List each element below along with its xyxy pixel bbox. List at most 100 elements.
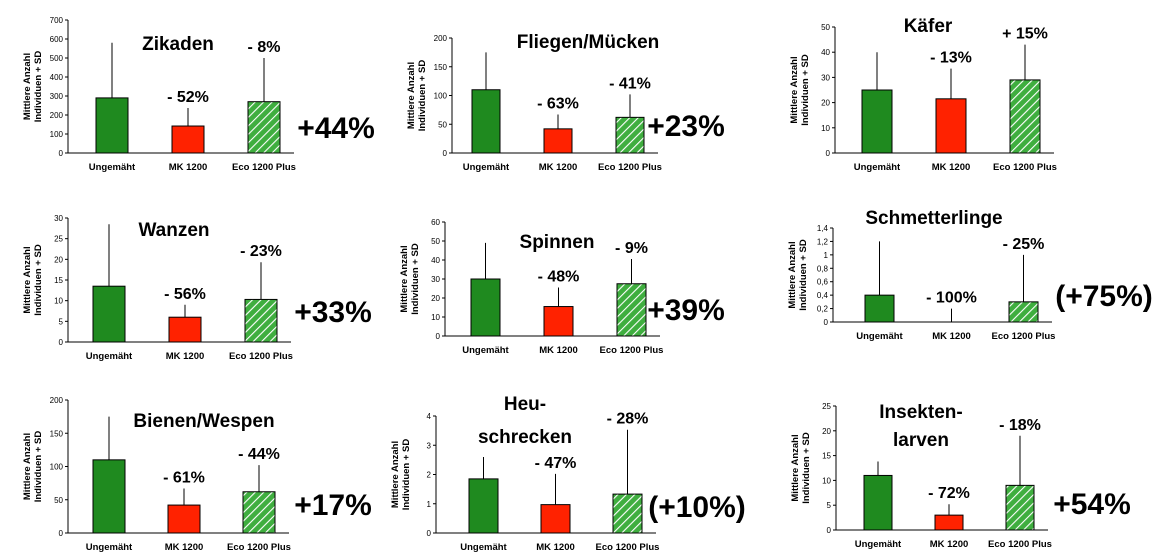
y-tick-label: 200 <box>50 111 64 120</box>
y-tick-label: 0 <box>826 149 831 158</box>
y-tick-label: 5 <box>59 317 64 326</box>
y-tick-label: 15 <box>54 276 63 285</box>
y-tick-label: 2 <box>427 471 432 480</box>
x-tick-label: Ungemäht <box>855 539 902 550</box>
y-tick-label: 40 <box>821 48 830 57</box>
y-tick-label: 20 <box>822 427 831 436</box>
x-tick-label: Eco 1200 Plus <box>596 542 660 552</box>
y-tick-label: 700 <box>50 16 64 25</box>
chart-panel: 0 0,2 0,4 0,6 0,8 1 1,2 1,4 Mittlere Anzahl Indiv… <box>787 208 1153 342</box>
y-tick-label: 1,4 <box>817 224 829 233</box>
x-tick-label: MK 1200 <box>932 331 971 342</box>
bar-mk-1200 <box>540 504 571 534</box>
x-tick-label: Eco 1200 Plus <box>227 542 291 552</box>
y-axis-label: Individuen + SD <box>417 60 428 132</box>
y-axis-label: Mittlere Anzahl <box>22 433 33 500</box>
x-tick-label: Eco 1200 Plus <box>598 162 662 173</box>
y-axis-label: Individuen + SD <box>33 431 44 503</box>
y-tick-label: 0 <box>436 332 441 341</box>
bar-ungemaeht <box>470 278 501 337</box>
y-axis-label: Individuen + SD <box>33 244 44 316</box>
chart-panel: 0 5 10 15 20 25 30 Mittlere Anzahl Individuen + … <box>22 214 372 362</box>
summary-change: +39% <box>647 294 725 327</box>
bar-eco-1200-plus <box>244 298 278 343</box>
y-tick-label: 25 <box>822 402 831 411</box>
chart-panel: 0 5 10 15 20 25 Mittlere Anzahl Individuen + SD… <box>790 402 1131 550</box>
change-label: - 23% <box>240 243 282 260</box>
chart-title: larven <box>893 430 949 451</box>
y-tick-label: 10 <box>431 313 440 322</box>
chart-title: schrecken <box>478 427 572 448</box>
chart-title: Schmetterlinge <box>865 208 1002 229</box>
y-tick-label: 15 <box>822 452 831 461</box>
y-tick-label: 30 <box>821 73 830 82</box>
y-axis-label: Mittlere Anzahl <box>22 53 33 120</box>
bar-mk-1200 <box>543 306 574 337</box>
y-tick-label: 50 <box>431 237 440 246</box>
change-label: - 100% <box>926 290 977 307</box>
change-label: - 48% <box>538 269 580 286</box>
y-axis-label: Individuen + SD <box>801 432 812 504</box>
y-tick-label: 100 <box>434 92 448 101</box>
y-tick-label: 150 <box>434 63 448 72</box>
y-axis-label: Mittlere Anzahl <box>787 241 798 308</box>
y-axis-label: Mittlere Anzahl <box>790 434 801 501</box>
summary-change: (+75%) <box>1055 280 1153 313</box>
bar-ungemaeht <box>92 285 126 343</box>
x-tick-label: Ungemäht <box>86 351 133 362</box>
x-tick-label: MK 1200 <box>539 162 578 173</box>
x-tick-label: MK 1200 <box>165 542 204 552</box>
bar-ungemaeht <box>468 478 499 534</box>
chart-title: Käfer <box>904 16 953 37</box>
y-tick-label: 600 <box>50 35 64 44</box>
chart-title: Bienen/Wespen <box>133 411 274 432</box>
bar-eco-1200-plus <box>247 101 281 154</box>
bar-ungemaeht <box>95 97 129 154</box>
bar-ungemaeht <box>863 474 893 531</box>
bar-mk-1200 <box>543 128 573 154</box>
x-tick-label: Eco 1200 Plus <box>992 331 1056 342</box>
chart-panel: 0 10 20 30 40 50 Mittlere Anzahl Individuen + S… <box>789 16 1057 173</box>
chart-title: Heu- <box>504 394 546 415</box>
y-tick-label: 0 <box>427 529 432 538</box>
y-axis-label: Mittlere Anzahl <box>399 245 410 312</box>
y-tick-label: 1 <box>427 500 432 509</box>
bar-eco-1200-plus <box>612 493 643 534</box>
change-label: - 56% <box>164 286 206 303</box>
y-axis-label: Mittlere Anzahl <box>390 441 401 508</box>
y-tick-label: 0,8 <box>817 264 829 273</box>
y-tick-label: 10 <box>54 297 63 306</box>
y-tick-label: 10 <box>822 476 831 485</box>
chart-title: Spinnen <box>520 232 595 253</box>
chart-title: Insekten- <box>879 402 962 423</box>
chart-panel: 0 10 20 30 40 50 60 Mittlere Anzahl Individuen +… <box>399 218 725 356</box>
y-tick-label: 50 <box>54 496 63 505</box>
y-tick-label: 30 <box>431 275 440 284</box>
y-tick-label: 20 <box>821 99 830 108</box>
chart-panel: 0 1 2 3 4 Mittlere Anzahl Individuen + SD Ungem… <box>390 394 746 552</box>
y-tick-label: 500 <box>50 54 64 63</box>
y-tick-label: 50 <box>821 23 830 32</box>
y-axis-label: Individuen + SD <box>410 243 421 315</box>
summary-change: +23% <box>647 110 725 143</box>
change-label: - 41% <box>609 75 651 92</box>
x-tick-label: MK 1200 <box>166 351 205 362</box>
y-tick-label: 0,6 <box>817 278 829 287</box>
y-tick-label: 0 <box>827 526 832 535</box>
chart-title: Zikaden <box>142 34 214 55</box>
x-tick-label: MK 1200 <box>539 345 578 356</box>
bar-ungemaeht <box>92 459 126 534</box>
bar-eco-1200-plus <box>615 116 645 154</box>
y-tick-label: 0 <box>443 149 448 158</box>
y-tick-label: 0 <box>59 529 64 538</box>
x-tick-label: Ungemäht <box>89 162 136 173</box>
change-label: - 8% <box>248 39 281 56</box>
bar-mk-1200 <box>935 98 967 154</box>
x-tick-label: Ungemäht <box>86 542 133 552</box>
change-label: - 63% <box>537 95 579 112</box>
summary-change: +17% <box>294 489 372 522</box>
summary-change: (+10%) <box>648 491 746 524</box>
y-axis-label: Individuen + SD <box>798 239 809 311</box>
x-tick-label: Eco 1200 Plus <box>600 345 664 356</box>
